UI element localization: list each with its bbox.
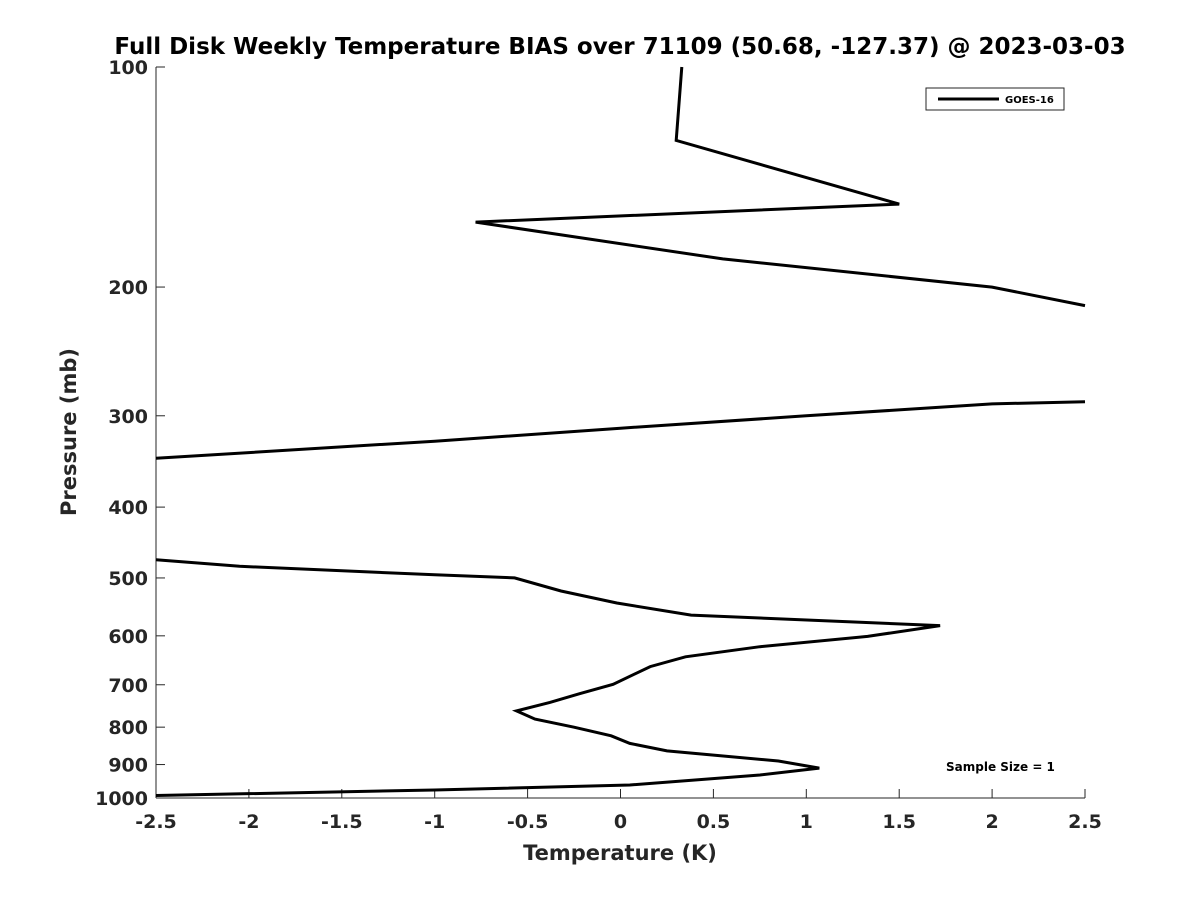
- y-tick-label: 600: [108, 626, 148, 648]
- x-tick-label: 1: [800, 811, 813, 833]
- x-tick-label: 2.5: [1068, 811, 1102, 833]
- series-line-goes-16-segment-1: [475, 66, 1086, 308]
- x-ticks: -2.5 -2 -1.5 -1 -0.5 0 0.5 1 1.5 2 2.5: [135, 789, 1102, 833]
- x-tick-label: -1.5: [321, 811, 363, 833]
- x-tick-label: -0.5: [507, 811, 549, 833]
- y-ticks: 100 200 300 400 500 600 700 800 900 1000: [95, 57, 165, 810]
- y-tick-label: 700: [108, 675, 148, 697]
- series-line-goes-16-segment-3: [155, 558, 941, 797]
- x-tick-label: -2.5: [135, 811, 177, 833]
- x-tick-label: -2: [238, 811, 259, 833]
- legend-label-goes-16: GOES-16: [1005, 95, 1054, 106]
- y-tick-label: 300: [108, 406, 148, 428]
- y-axis-label: Pressure (mb): [57, 348, 81, 516]
- sample-size-annotation: Sample Size = 1: [946, 760, 1055, 774]
- x-axis-label: Temperature (K): [523, 841, 717, 865]
- y-tick-label: 100: [108, 57, 148, 79]
- y-tick-label: 800: [108, 717, 148, 739]
- x-tick-label: 2: [985, 811, 998, 833]
- x-tick-label: 0: [614, 811, 627, 833]
- y-tick-label: 500: [108, 568, 148, 590]
- x-tick-label: 1.5: [882, 811, 916, 833]
- legend: GOES-16: [925, 87, 1065, 111]
- chart-title: Full Disk Weekly Temperature BIAS over 7…: [114, 34, 1125, 60]
- series-layer: [155, 66, 1086, 797]
- x-tick-label: 0.5: [697, 811, 731, 833]
- x-tick-label: -1: [424, 811, 445, 833]
- y-tick-label: 400: [108, 497, 148, 519]
- series-line-goes-16-segment-2: [155, 400, 1086, 460]
- y-tick-label: 900: [108, 755, 148, 777]
- y-tick-label: 1000: [95, 788, 148, 810]
- y-tick-label: 200: [108, 277, 148, 299]
